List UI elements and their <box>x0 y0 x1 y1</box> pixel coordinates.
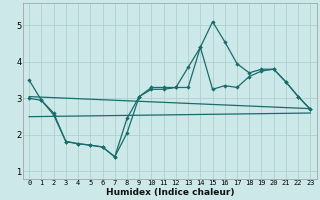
X-axis label: Humidex (Indice chaleur): Humidex (Indice chaleur) <box>106 188 234 197</box>
